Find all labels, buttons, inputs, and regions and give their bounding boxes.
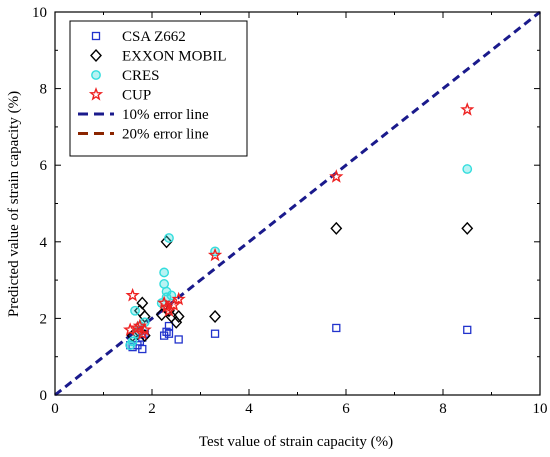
y-tick-label: 2: [40, 311, 48, 327]
error-lines: [54, 10, 541, 397]
data-point: [330, 221, 343, 235]
legend-marker: [90, 48, 102, 63]
y-tick-label: 6: [40, 158, 48, 174]
data-point: [125, 287, 140, 302]
legend-label: 10% error line: [122, 107, 209, 123]
x-tick-label: 4: [245, 401, 253, 417]
data-point: [166, 297, 181, 312]
legend-label: EXXON MOBIL: [122, 49, 227, 65]
legend-item: CUP: [88, 86, 151, 104]
x-axis: 0 2 4 6 8 10: [51, 12, 548, 417]
data-point: [159, 267, 170, 278]
y-axis: 0 2 4 6 8 10: [32, 5, 540, 404]
data-point: [462, 164, 473, 174]
legend-item: EXXON MOBIL: [90, 48, 227, 65]
data-point: [172, 309, 185, 324]
legend-item: 20% error line: [78, 127, 209, 143]
data-point: [164, 329, 174, 338]
data-point: [130, 305, 140, 316]
data-point: [460, 102, 475, 116]
legend: CSA Z662 EXXON MOBIL CRES CUP 10% error line…: [69, 20, 248, 157]
y-tick-label: 0: [40, 388, 48, 404]
legend-item: CSA Z662: [91, 29, 186, 45]
series-csa-z662: [126, 321, 472, 354]
legend-label: CSA Z662: [122, 29, 186, 45]
legend-marker: [91, 31, 101, 41]
x-tick-label: 6: [342, 401, 350, 417]
data-point: [128, 342, 137, 352]
data-point: [209, 309, 221, 324]
legend-marker: [91, 70, 101, 80]
series-exxon-mobil: [126, 221, 474, 343]
legend-label: CRES: [122, 68, 160, 84]
data-point: [127, 336, 138, 347]
legend-item: 10% error line: [78, 107, 209, 123]
legend-label: CUP: [122, 88, 151, 104]
data-point: [164, 321, 174, 331]
data-point: [207, 247, 223, 262]
y-tick-label: 10: [32, 5, 47, 21]
y-axis-title: Predicted value of strain capacity (%): [6, 91, 22, 317]
data-point: [137, 322, 152, 336]
x-axis-title: Test value of strain capacity (%): [199, 434, 393, 450]
data-point: [461, 221, 474, 235]
x-tick-label: 8: [439, 401, 447, 417]
data-point: [138, 344, 147, 354]
x-tick-label: 0: [51, 401, 59, 417]
series-cup: [123, 102, 475, 340]
data-point: [164, 233, 174, 243]
data-point: [174, 335, 183, 344]
data-point: [463, 325, 472, 335]
data-point: [160, 235, 173, 249]
data-point: [210, 329, 220, 338]
y-tick-label: 8: [40, 82, 48, 98]
legend-item: CRES: [91, 68, 160, 84]
legend-marker: [88, 86, 104, 101]
data-point: [329, 169, 344, 183]
x-tick-label: 2: [148, 401, 156, 417]
data-point: [332, 323, 341, 333]
x-tick-label: 10: [533, 401, 548, 417]
y-tick-label: 4: [40, 235, 48, 251]
data-point: [162, 327, 171, 336]
data-point: [138, 309, 151, 324]
data-point: [135, 326, 150, 340]
data-point: [171, 291, 186, 306]
data-point: [161, 303, 177, 317]
data-point: [136, 296, 149, 310]
error-line: [54, 10, 541, 397]
data-points: [123, 102, 475, 354]
legend-label: 20% error line: [122, 127, 209, 143]
